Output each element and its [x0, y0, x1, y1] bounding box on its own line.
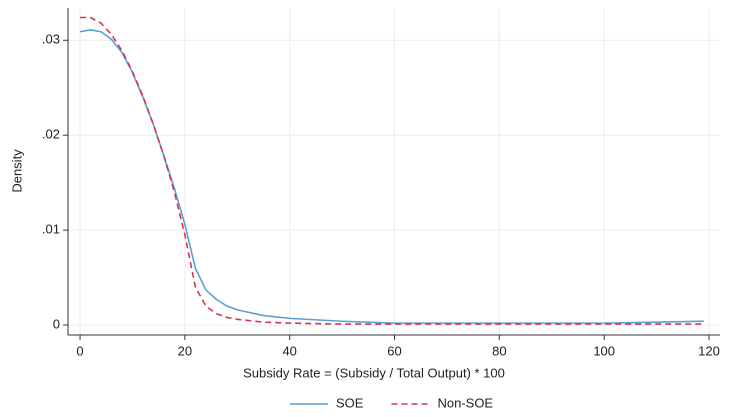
x-axis-label: Subsidy Rate = (Subsidy / Total Output) …: [243, 365, 505, 380]
y-tick-label: .02: [42, 127, 60, 142]
x-tick-label: 60: [387, 343, 401, 358]
y-tick-label: .03: [42, 32, 60, 47]
x-tick-label: 80: [492, 343, 506, 358]
series-line: [79, 29, 704, 324]
series-line: [80, 16, 704, 325]
y-tick-label: 0: [53, 316, 60, 331]
x-tick-label: 100: [593, 343, 615, 358]
legend-label: Non-SOE: [437, 395, 493, 410]
y-tick-label: .01: [42, 222, 60, 237]
x-tick-label: 40: [282, 343, 296, 358]
y-axis-label: Density: [9, 149, 24, 193]
x-tick-label: 20: [178, 343, 192, 358]
x-tick-label: 0: [76, 343, 83, 358]
legend-label: SOE: [336, 395, 364, 410]
x-tick-label: 120: [698, 343, 720, 358]
